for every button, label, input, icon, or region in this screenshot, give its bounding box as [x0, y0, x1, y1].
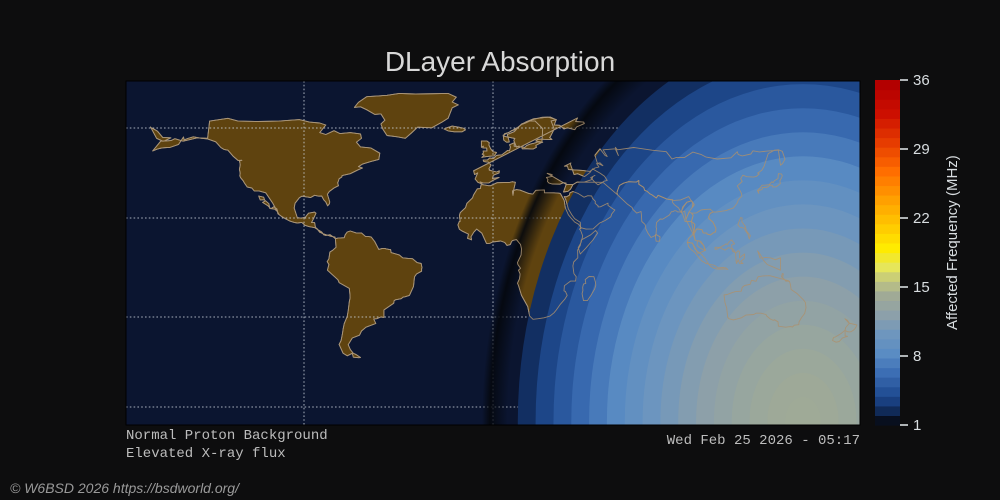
svg-text:15: 15 [913, 279, 930, 296]
svg-text:22: 22 [913, 210, 930, 227]
svg-text:29: 29 [913, 141, 930, 158]
svg-text:1: 1 [913, 417, 921, 434]
svg-text:8: 8 [913, 348, 921, 365]
